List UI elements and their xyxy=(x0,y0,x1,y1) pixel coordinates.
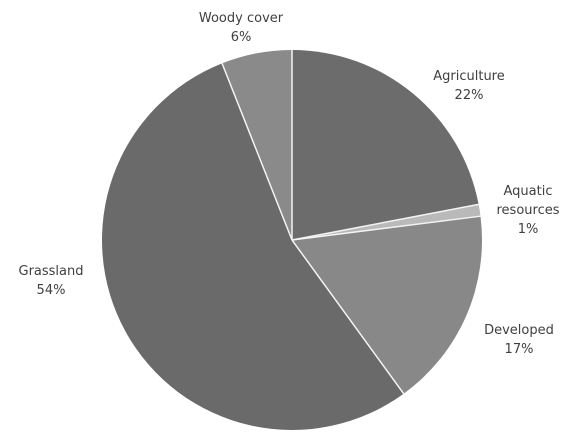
slice-divider xyxy=(291,215,481,241)
slice-grassland xyxy=(101,63,404,431)
label-agriculture: Agriculture 22% xyxy=(433,69,505,103)
labels-layer: Agriculture 22% Aquatic resources 1% Develope… xyxy=(19,11,560,357)
slice-woody-cover xyxy=(222,50,292,240)
label-developed: Developed 17% xyxy=(484,323,554,357)
slice-name-label: Grassland xyxy=(19,264,84,279)
label-aquatic-resources: Aquatic resources 1% xyxy=(496,184,559,237)
slice-divider xyxy=(291,203,479,241)
slice-developed xyxy=(292,216,482,394)
slice-name-label: Agriculture xyxy=(433,69,505,84)
slice-name-label: resources xyxy=(496,203,559,218)
slice-percent-label: 1% xyxy=(518,222,539,237)
slices-layer xyxy=(101,50,482,431)
slice-agriculture xyxy=(292,50,479,240)
slice-percent-label: 54% xyxy=(37,283,66,298)
dividers-layer xyxy=(221,50,481,395)
slice-percent-label: 6% xyxy=(231,30,252,45)
slice-percent-label: 22% xyxy=(455,88,484,103)
slice-divider xyxy=(221,63,293,241)
label-woody-cover: Woody cover 6% xyxy=(199,11,284,45)
slice-name-label: Aquatic xyxy=(504,184,553,199)
slice-percent-label: 17% xyxy=(505,342,534,357)
slice-divider xyxy=(291,239,405,395)
label-grassland: Grassland 54% xyxy=(19,264,84,298)
slice-name-label: Developed xyxy=(484,323,554,338)
slice-name-label: Woody cover xyxy=(199,11,284,26)
